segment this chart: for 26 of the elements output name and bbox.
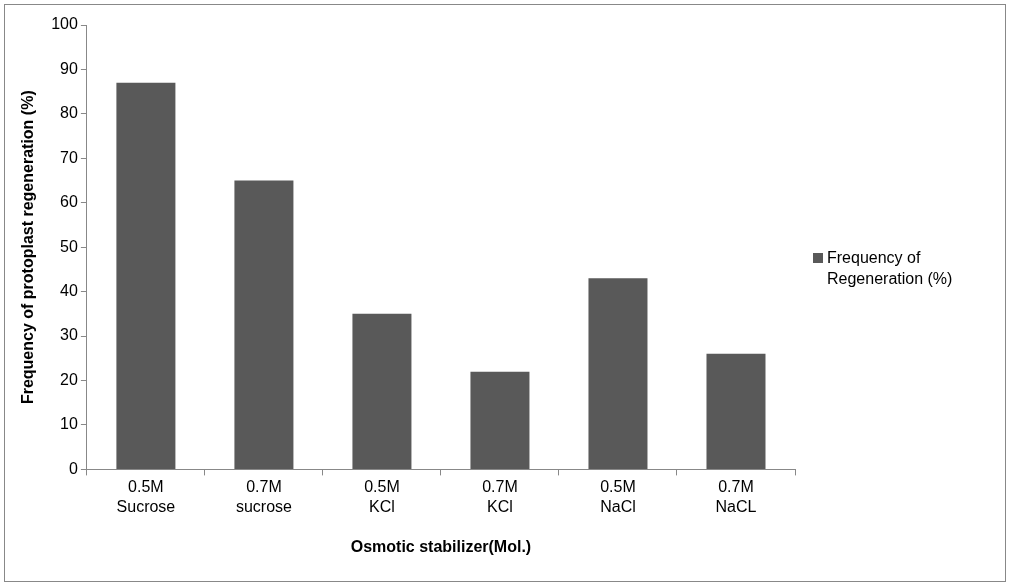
x-tick-label: 0.5M KCl	[364, 478, 400, 515]
y-tick-label: 60	[60, 193, 78, 211]
y-tick-label: 70	[60, 148, 78, 166]
y-tick-label: 0	[68, 459, 78, 477]
bar	[352, 313, 412, 469]
y-tick-label: 20	[60, 370, 78, 388]
y-tick-label: 100	[51, 15, 78, 33]
y-tick-label: 50	[60, 237, 78, 255]
y-tick-label: 90	[60, 59, 78, 77]
legend-label: Frequency of Regeneration (%)	[827, 248, 954, 289]
y-axis-title: Frequency of protoplast regeneration (%)	[19, 90, 37, 405]
x-axis-title: Osmotic stabilizer(Mol.)	[350, 537, 532, 555]
x-tick-label: 0.7M sucrose	[235, 478, 293, 515]
y-tick-label: 30	[60, 326, 78, 344]
x-tick-label: 0.5M Sucrose	[116, 478, 176, 515]
x-tick-label: 0.7M KCl	[482, 478, 518, 515]
bar	[706, 353, 766, 469]
y-tick-label: 40	[60, 282, 78, 300]
x-tick-label: 0.5M NaCl	[600, 478, 636, 515]
y-tick-label: 80	[60, 104, 78, 122]
bar	[116, 82, 176, 469]
x-tick-label: 0.7M NaCL	[715, 478, 757, 515]
bar	[470, 371, 530, 469]
bar	[234, 180, 294, 469]
y-tick-label: 10	[60, 415, 78, 433]
bar	[588, 278, 648, 469]
